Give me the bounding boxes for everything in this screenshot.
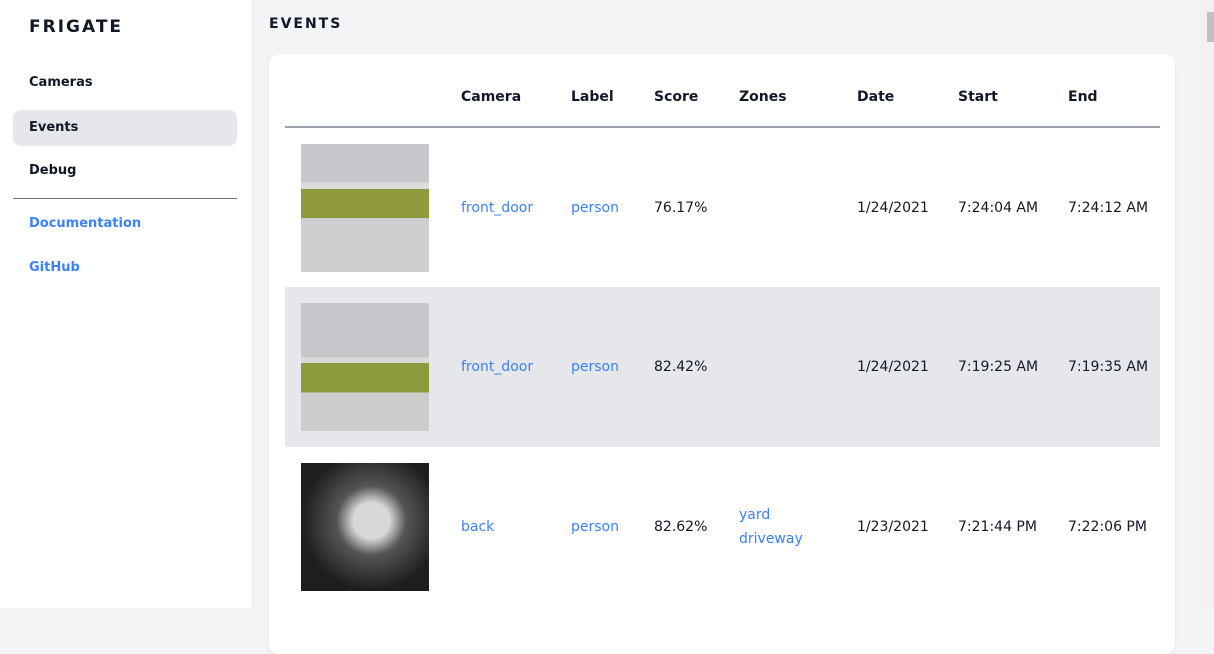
sidebar: FRIGATE Cameras Events Debug Documentati… [0, 0, 253, 608]
start-value: 7:24:04 AM [958, 199, 1039, 216]
cell-score: 76.17% [654, 127, 739, 287]
cell-label: person [571, 127, 654, 287]
camera-value[interactable]: front_door [461, 199, 534, 216]
score-value: 82.42% [654, 359, 708, 375]
score-value: 82.62% [654, 519, 708, 535]
cell-label: person [571, 447, 654, 607]
cell-date: 1/24/2021 [857, 127, 958, 287]
column-header: Start [958, 54, 1068, 128]
cell-end: 7:22:06 PM [1068, 447, 1160, 607]
cell-date: 1/23/2021 [857, 447, 958, 607]
camera-value[interactable]: back [461, 519, 495, 535]
label-value[interactable]: person [571, 199, 619, 216]
cell-zones [739, 287, 857, 447]
column-header: End [1068, 54, 1160, 128]
documentation-link[interactable]: Documentation [29, 216, 142, 231]
end-value: 7:22:06 PM [1068, 519, 1147, 535]
column-header: Camera [461, 54, 571, 128]
label-value[interactable]: person [571, 359, 619, 375]
cell-thumb [285, 127, 461, 287]
column-header: Date [857, 54, 958, 128]
start-value: 7:21:44 PM [958, 519, 1037, 535]
cell-end: 7:19:35 AM [1068, 287, 1160, 447]
scrollbar[interactable] [1199, 0, 1214, 608]
end-value: 7:19:35 AM [1068, 359, 1149, 375]
cell-zones: yard driveway [739, 447, 857, 607]
cell-camera: back [461, 447, 571, 607]
event-thumbnail[interactable] [301, 463, 429, 591]
label-value[interactable]: person [571, 519, 619, 535]
cell-start: 7:24:04 AM [958, 127, 1068, 287]
cell-score: 82.42% [654, 287, 739, 447]
scrollbar-thumb[interactable] [1207, 12, 1214, 42]
cell-date: 1/24/2021 [857, 287, 958, 447]
cell-start: 7:19:25 AM [958, 287, 1068, 447]
date-value: 1/24/2021 [857, 359, 929, 375]
cell-label: person [571, 287, 654, 447]
cell-end: 7:24:12 AM [1068, 127, 1160, 287]
sidebar-item-cameras[interactable]: Cameras [29, 75, 93, 90]
table-row[interactable]: front_door person 82.42% 1/24/2021 7:19:25 A… [285, 287, 1160, 447]
date-value: 1/23/2021 [857, 519, 929, 535]
date-value: 1/24/2021 [857, 199, 929, 216]
score-value: 76.17% [654, 199, 708, 216]
brand-logo[interactable]: FRIGATE [29, 17, 124, 37]
cell-camera: front_door [461, 127, 571, 287]
column-header: Label [571, 54, 654, 128]
sidebar-item-debug[interactable]: Debug [29, 163, 77, 178]
start-value: 7:19:25 AM [958, 359, 1039, 375]
events-table: Camera Label Score Zones Date Start End front_… [285, 54, 1160, 607]
table-row[interactable]: back person 82.62% yard driveway 1/23/2021 7:2… [285, 447, 1160, 607]
zone-link[interactable]: driveway [739, 531, 803, 547]
sidebar-divider [13, 198, 237, 199]
events-card: Camera Label Score Zones Date Start End front_… [269, 54, 1175, 654]
event-thumbnail[interactable] [301, 143, 429, 272]
column-header: Score [654, 54, 739, 128]
column-header [285, 54, 461, 128]
column-header: Zones [739, 54, 857, 128]
table-row[interactable]: front_door person 76.17% 1/24/2021 7:24:04 A… [285, 127, 1160, 287]
cell-start: 7:21:44 PM [958, 447, 1068, 607]
github-link[interactable]: GitHub [29, 260, 80, 275]
camera-value[interactable]: front_door [461, 359, 534, 375]
cell-thumb [285, 447, 461, 607]
cell-score: 82.62% [654, 447, 739, 607]
event-thumbnail[interactable] [301, 303, 429, 431]
zone-link[interactable]: yard [739, 507, 771, 523]
page-title: EVENTS [269, 16, 343, 32]
sidebar-item-events[interactable]: Events [13, 110, 237, 146]
cell-zones [739, 127, 857, 287]
cell-thumb [285, 287, 461, 447]
end-value: 7:24:12 AM [1068, 199, 1149, 216]
cell-camera: front_door [461, 287, 571, 447]
